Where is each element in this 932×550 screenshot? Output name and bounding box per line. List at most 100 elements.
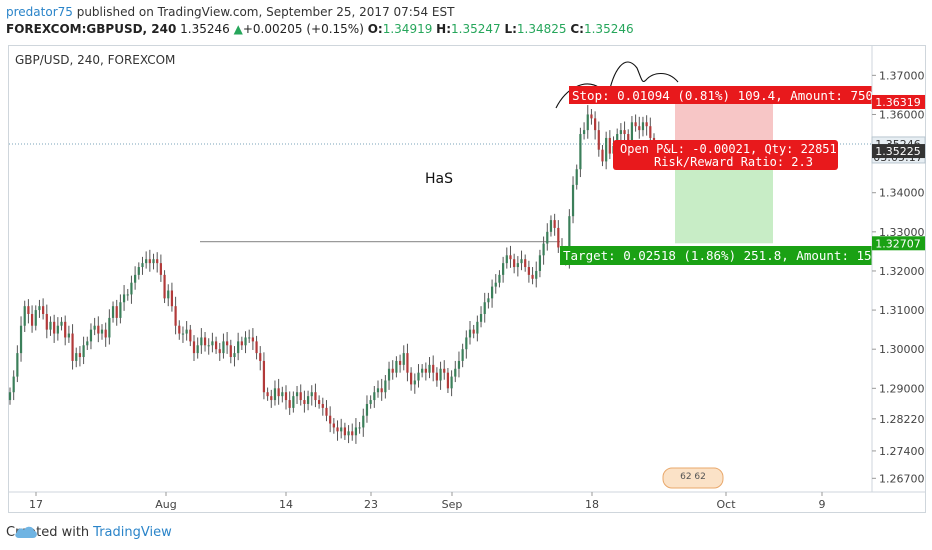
y-tick-label: 1.28220 <box>879 413 925 426</box>
candle-body <box>432 364 435 373</box>
candle-body <box>568 216 571 260</box>
candle-body <box>60 321 63 326</box>
candle-body <box>214 341 218 350</box>
candle-body <box>645 122 648 127</box>
candle-body <box>126 294 129 296</box>
candle-body <box>244 337 247 346</box>
candle-body <box>509 255 512 260</box>
candle-body <box>181 333 185 335</box>
candle-body <box>86 341 89 346</box>
candle-body <box>97 325 100 334</box>
candle-body <box>288 400 291 408</box>
candle-body <box>64 321 67 338</box>
svg-text:Risk/Reward Ratio: 2.3: Risk/Reward Ratio: 2.3 <box>654 155 813 169</box>
candle-body <box>623 130 626 135</box>
time-axis[interactable]: 17 Aug 14 23 Sep 18 Oct 9 <box>29 492 826 511</box>
candle-body <box>424 368 427 373</box>
candle-body <box>27 306 30 314</box>
open-label: O: <box>367 22 383 36</box>
candle-body <box>185 329 188 334</box>
candle-body <box>318 400 321 404</box>
candle-body <box>277 388 280 397</box>
candle-body <box>53 321 56 334</box>
candle-body <box>67 333 70 338</box>
candle-body <box>174 306 177 326</box>
candle-body <box>325 407 328 416</box>
candle-body <box>343 427 346 436</box>
tradingview-cloud-icon <box>15 526 37 538</box>
x-tick-label: 9 <box>819 498 826 511</box>
candle-body <box>421 368 424 373</box>
candle-body <box>226 341 229 346</box>
y-tick-label: 1.31000 <box>879 304 925 317</box>
y-tick-label: 1.34000 <box>879 187 925 200</box>
svg-text:Target: 0.02518 (1.86%) 251.8,: Target: 0.02518 (1.86%) 251.8, Amount: 1… <box>563 248 887 263</box>
candle-body <box>45 313 48 330</box>
candle-body <box>203 337 207 346</box>
candle-body <box>170 290 174 307</box>
y-tick-label: 1.29000 <box>879 382 925 395</box>
close-label: C: <box>570 22 584 36</box>
candle-body <box>49 321 52 330</box>
candle-body <box>89 329 93 342</box>
y-tick-label: 1.27400 <box>879 445 925 458</box>
low-label: L: <box>504 22 517 36</box>
candle-body <box>248 337 251 339</box>
candle-body <box>303 400 306 404</box>
candle-body <box>255 341 258 354</box>
candle-body <box>266 392 269 397</box>
symbol-name[interactable]: FOREXCOM:GBPUSD, 240 <box>6 22 177 36</box>
publish-info: published on TradingView.com, September … <box>72 5 455 19</box>
candle-body <box>450 376 453 389</box>
candle-body <box>329 415 332 424</box>
candle-body <box>546 231 549 244</box>
candle-body <box>619 130 622 135</box>
candle-body <box>472 329 475 334</box>
candle-body <box>454 368 457 377</box>
candle-body <box>336 427 339 432</box>
candle-body <box>465 337 468 350</box>
candle-body <box>233 353 236 358</box>
candle-body <box>321 403 324 408</box>
symbol-info-line: FOREXCOM:GBPUSD, 240 1.35246 ▲+0.00205 (… <box>6 21 634 37</box>
candle-body <box>616 134 619 146</box>
candle-body <box>299 392 302 401</box>
candle-body <box>38 306 41 311</box>
candle-body <box>435 372 438 381</box>
candle-body <box>417 372 420 381</box>
candle-body <box>122 294 126 303</box>
candle-body <box>483 302 486 314</box>
candle-body <box>189 329 192 342</box>
x-tick-label: 17 <box>29 498 43 511</box>
high-value: 1.35247 <box>451 22 501 36</box>
candle-body <box>649 126 652 138</box>
footer: Created with TradingView <box>6 525 172 540</box>
candle-body <box>237 341 240 354</box>
candle-body <box>513 259 516 268</box>
candle-body <box>281 392 284 397</box>
candle-body <box>446 372 450 389</box>
candle-body <box>16 353 19 377</box>
candle-body <box>553 220 556 228</box>
low-value: 1.34825 <box>516 22 567 36</box>
price-change: +0.00205 (+0.15%) <box>242 22 364 36</box>
candle-body <box>516 263 519 268</box>
candle-body <box>358 427 361 429</box>
candle-body <box>549 220 553 232</box>
candle-body <box>292 396 295 408</box>
price-axis[interactable]: 1.370001.360001.350001.340001.330001.320… <box>872 69 925 485</box>
candle-body <box>145 259 148 264</box>
candle-body <box>634 122 637 127</box>
tradingview-link[interactable]: TradingView <box>93 525 172 540</box>
svg-text:1.35225: 1.35225 <box>875 145 921 158</box>
candle-body <box>78 353 82 358</box>
svg-text:1.36319: 1.36319 <box>875 96 921 109</box>
candle-body <box>310 392 313 397</box>
candle-body <box>207 345 210 347</box>
author-link[interactable]: predator75 <box>6 5 73 19</box>
candle-body <box>531 274 534 279</box>
candle-body <box>443 368 446 373</box>
candle-body <box>498 274 501 283</box>
candle-body <box>152 259 155 264</box>
